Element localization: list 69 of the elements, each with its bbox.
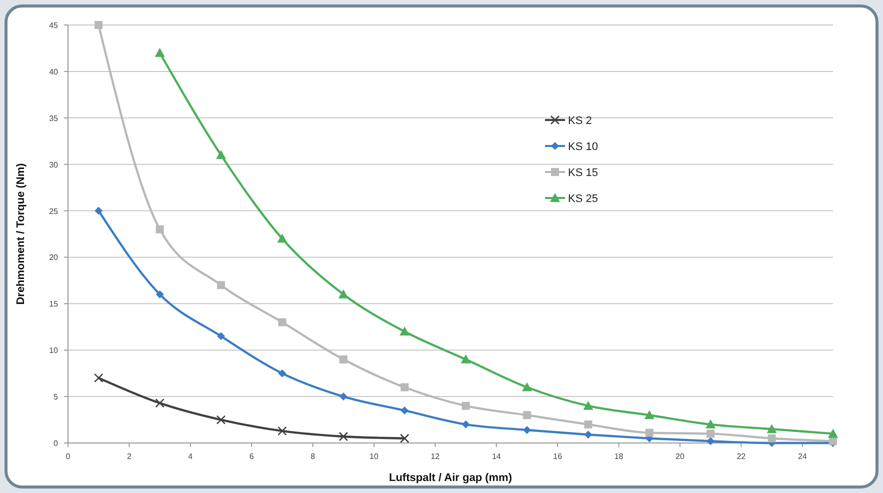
point bbox=[156, 225, 164, 234]
point bbox=[217, 281, 225, 290]
y-tick-label: 20 bbox=[49, 253, 59, 262]
point bbox=[460, 354, 471, 364]
point bbox=[766, 424, 777, 434]
point bbox=[768, 434, 776, 442]
point bbox=[94, 373, 104, 383]
x-tick-label: 18 bbox=[614, 452, 624, 461]
point bbox=[400, 406, 409, 414]
x-tick-label: 20 bbox=[676, 452, 685, 461]
point bbox=[216, 150, 226, 160]
point bbox=[339, 355, 348, 364]
x-tick-label: 2 bbox=[126, 452, 132, 461]
point bbox=[278, 369, 286, 378]
point bbox=[523, 426, 531, 434]
point bbox=[216, 415, 226, 424]
point bbox=[400, 383, 409, 392]
x-tick-label: 8 bbox=[310, 452, 316, 461]
x-tick-label: 24 bbox=[798, 452, 808, 461]
point bbox=[645, 428, 654, 437]
legend-label: KS 15 bbox=[568, 167, 598, 179]
point bbox=[706, 437, 715, 446]
x-tick-label: 0 bbox=[66, 452, 71, 461]
point bbox=[644, 410, 654, 420]
point bbox=[338, 432, 348, 442]
point bbox=[706, 419, 716, 428]
point bbox=[583, 400, 594, 410]
x-tick-label: 22 bbox=[736, 452, 746, 461]
point bbox=[400, 434, 410, 444]
y-tick-label: 35 bbox=[49, 114, 59, 123]
x-tick-label: 10 bbox=[370, 452, 379, 461]
point bbox=[278, 318, 286, 326]
y-tick-label: 40 bbox=[49, 67, 59, 76]
point bbox=[155, 398, 164, 408]
legend-label: KS 2 bbox=[568, 115, 592, 127]
x-tick-label: 6 bbox=[249, 452, 254, 461]
point bbox=[156, 290, 164, 298]
point bbox=[94, 206, 103, 215]
legend-label: KS 10 bbox=[568, 141, 598, 153]
point bbox=[584, 420, 592, 428]
point bbox=[278, 426, 287, 436]
x-tick-label: 4 bbox=[188, 452, 194, 461]
y-tick-label: 10 bbox=[49, 346, 59, 356]
x-tick-label: 16 bbox=[553, 452, 563, 461]
point bbox=[400, 326, 410, 336]
point bbox=[217, 332, 225, 340]
y-tick-label: 30 bbox=[49, 160, 59, 170]
point bbox=[277, 234, 288, 243]
y-tick-label: 15 bbox=[49, 300, 59, 309]
y-tick-label: 0 bbox=[54, 439, 59, 448]
point bbox=[338, 289, 348, 298]
point bbox=[154, 48, 165, 57]
point bbox=[462, 402, 470, 410]
point bbox=[828, 428, 838, 438]
y-tick-label: 45 bbox=[49, 21, 59, 30]
legend-label: KS 25 bbox=[568, 193, 598, 205]
y-tick-label: 25 bbox=[49, 206, 59, 216]
point bbox=[584, 430, 592, 439]
x-tick-label: 12 bbox=[430, 452, 440, 461]
x-tick-label: 14 bbox=[492, 452, 502, 461]
point bbox=[94, 21, 103, 29]
x-axis-title: Luftspalt / Air gap (mm) bbox=[388, 472, 512, 484]
point bbox=[462, 420, 470, 428]
point bbox=[523, 411, 531, 420]
y-tick-label: 5 bbox=[54, 392, 59, 402]
point bbox=[706, 430, 715, 438]
point bbox=[522, 382, 532, 392]
y-axis-title: Drehmoment / Torque (Nm) bbox=[15, 162, 27, 305]
point bbox=[339, 392, 348, 401]
